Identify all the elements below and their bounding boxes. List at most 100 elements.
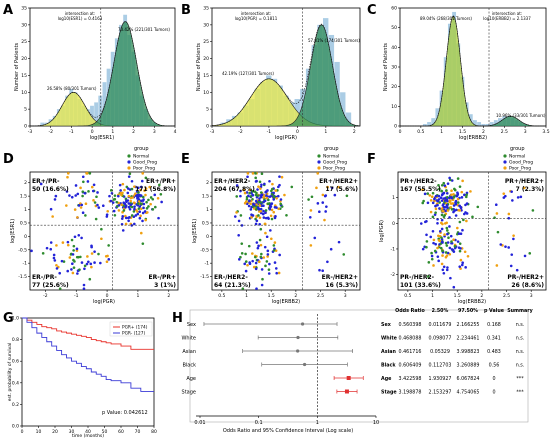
scatter-point bbox=[129, 199, 132, 203]
x-tick-label: 4 bbox=[174, 129, 177, 135]
scatter-point bbox=[80, 261, 84, 264]
scatter-point bbox=[101, 204, 105, 208]
legend-label: Good_Prog bbox=[133, 160, 157, 166]
plot-frame bbox=[29, 171, 179, 291]
scatter-point bbox=[84, 202, 88, 206]
x-tick-label: 0.5 bbox=[404, 293, 411, 299]
y-tick-label: -1 bbox=[23, 261, 28, 267]
scatter-point bbox=[457, 232, 461, 235]
scatter-point bbox=[433, 213, 437, 216]
scatter-point bbox=[145, 207, 149, 210]
scatter-point bbox=[510, 253, 514, 256]
scatter-point bbox=[71, 262, 74, 265]
scatter-point bbox=[93, 201, 97, 204]
y-tick-label: 0.2 bbox=[12, 402, 19, 408]
table-cell: 6.067824 bbox=[457, 376, 480, 382]
scatter-point bbox=[448, 225, 451, 228]
scatter-point bbox=[445, 189, 448, 192]
legend-marker bbox=[127, 166, 131, 170]
scatter-point bbox=[246, 175, 249, 179]
scatter-point bbox=[445, 203, 449, 207]
scatter-point bbox=[447, 196, 451, 200]
x-tick-label: 0 bbox=[399, 129, 402, 135]
y-tick-label: 15 bbox=[203, 73, 209, 79]
histogram-bar bbox=[477, 122, 482, 126]
scatter-point bbox=[272, 244, 276, 247]
scatter-point bbox=[285, 214, 288, 217]
scatter-point bbox=[235, 195, 239, 198]
scatter-point bbox=[512, 234, 515, 237]
x-axis-label: log(ERBB2) bbox=[459, 135, 487, 141]
table-cell: 0.468088 bbox=[399, 335, 422, 341]
scatter-point bbox=[460, 190, 464, 194]
table-cell: n.s. bbox=[516, 350, 525, 355]
scatter-point bbox=[476, 205, 480, 209]
scatter-point bbox=[459, 232, 463, 236]
fit-curves bbox=[400, 8, 546, 127]
scatter-point bbox=[258, 238, 262, 242]
x-axis-label: time (months) bbox=[72, 433, 104, 439]
scatter-point bbox=[255, 219, 259, 223]
quadrant-label-bottom-right: ER-/HER2+ bbox=[322, 274, 358, 281]
p-value-label: p Value: 0.042612 bbox=[102, 410, 148, 416]
scatter-point bbox=[270, 237, 273, 241]
table-header: 97.50% bbox=[458, 308, 478, 314]
table-cell: 0.483 bbox=[487, 349, 501, 355]
scatter-point bbox=[66, 240, 70, 244]
y-tick-label: 2 bbox=[206, 180, 209, 186]
y-tick-label: 0 bbox=[24, 124, 27, 130]
table-cell: 2.166255 bbox=[457, 322, 480, 328]
panel-a: A -3 -2 -1 0 1 2 3 4 0 5 10 15 20 25 30 35 intersection… bbox=[3, 3, 177, 141]
histogram-bar bbox=[422, 124, 427, 126]
scatter-point bbox=[441, 249, 444, 253]
scatter-point bbox=[456, 240, 460, 243]
scatter-point bbox=[446, 232, 449, 236]
scatter-point bbox=[139, 199, 143, 203]
scatter-point bbox=[515, 268, 519, 272]
scatter-point bbox=[259, 227, 263, 231]
scatter-point bbox=[466, 254, 470, 258]
scatter-point bbox=[243, 201, 247, 205]
odds-ratio-point bbox=[300, 322, 305, 326]
scatter-point bbox=[142, 198, 145, 201]
scatter-point bbox=[149, 202, 152, 206]
y-tick-label: 60 bbox=[391, 6, 397, 12]
fit-area bbox=[30, 21, 175, 126]
scatter-point bbox=[136, 197, 139, 200]
survival-line bbox=[22, 317, 154, 392]
scatter-point bbox=[523, 254, 527, 258]
scatter-point bbox=[465, 219, 468, 223]
scatter-point bbox=[120, 193, 123, 197]
scatter-point bbox=[244, 252, 247, 256]
fit-curves bbox=[29, 8, 175, 127]
scatter-point bbox=[504, 245, 507, 248]
scatter-point bbox=[464, 195, 468, 199]
survival-line bbox=[22, 317, 154, 350]
scatter-point bbox=[421, 201, 425, 205]
scatter-point bbox=[271, 182, 274, 186]
scatter-point bbox=[422, 199, 425, 203]
scatter-point bbox=[145, 200, 148, 204]
scatter-point bbox=[262, 196, 265, 199]
y-tick-label: -1 bbox=[205, 261, 210, 267]
scatter-point bbox=[127, 219, 130, 223]
legend-label: Normal bbox=[509, 154, 525, 160]
x-tick-label: 80 bbox=[151, 429, 157, 435]
y-tick-label: 10 bbox=[203, 90, 209, 96]
scatter-point bbox=[100, 237, 103, 241]
scatter-point bbox=[41, 252, 45, 255]
scatter-point bbox=[97, 206, 101, 209]
scatter-point bbox=[93, 261, 96, 264]
scatter-point bbox=[337, 185, 340, 189]
scatter-point bbox=[257, 200, 261, 204]
scatter-point bbox=[130, 205, 134, 209]
scatter-point bbox=[456, 193, 459, 197]
scatter-point bbox=[456, 197, 460, 201]
scatter-point bbox=[235, 211, 238, 214]
scatter-point bbox=[438, 239, 442, 243]
x-tick-label: 2 bbox=[294, 293, 297, 299]
quadrant-label-bottom-right: PR-/HER2+ bbox=[507, 274, 544, 281]
quadrant-label-top-left: PR+/HER2- bbox=[400, 178, 437, 185]
legend-label: PGR+ (174) bbox=[122, 325, 148, 331]
legend-marker bbox=[317, 154, 321, 158]
